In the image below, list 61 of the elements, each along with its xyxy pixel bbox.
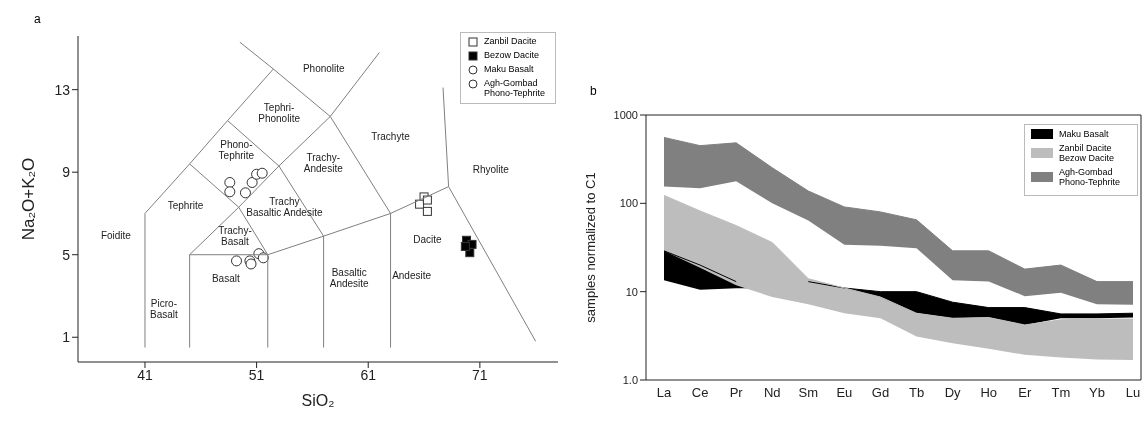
x-tick-label: Lu — [1125, 385, 1141, 401]
x-tick-label: Gd — [871, 385, 890, 401]
point — [460, 241, 470, 251]
point — [256, 167, 268, 179]
annotation: Basalt — [211, 272, 240, 284]
annotation: Trachy- Basalt — [218, 224, 252, 247]
annotation: Picro- Basalt — [150, 297, 179, 320]
annotation: Dacite — [413, 233, 443, 245]
x-tick-label: Ho — [980, 385, 997, 401]
x-tick-label: Pr — [729, 385, 744, 401]
annotation: Trachyte — [371, 130, 411, 142]
chart-title: a — [34, 12, 41, 26]
point — [239, 187, 251, 199]
annotation: Trachy Basaltic Andesite — [246, 195, 323, 218]
y-tick-label: 5 — [62, 246, 71, 263]
x-tick-label: Sm — [798, 385, 819, 401]
x-tick-label: Yb — [1088, 385, 1105, 401]
x-tick-label: Nd — [763, 385, 781, 401]
y-axis-title: Na₂O+K₂O — [19, 157, 39, 241]
y-tick-label: 13 — [54, 81, 71, 98]
legend-label: Agh-Gombad Phono-Tephrite — [1059, 167, 1121, 187]
x-tick-label: Tb — [908, 385, 925, 401]
x-tick-label: 61 — [360, 366, 377, 383]
annotation: Andesite — [392, 269, 432, 281]
point — [231, 255, 243, 267]
annotation: Foidite — [100, 230, 132, 242]
y-tick-label: 1000 — [613, 108, 638, 121]
point — [422, 206, 432, 216]
y-tick-label: 1.0 — [622, 373, 638, 386]
annotation: Rhyolite — [472, 163, 510, 175]
x-axis-title: SiO₂ — [301, 392, 335, 409]
legend-label: Zanbil Dacite — [484, 36, 537, 46]
y-tick-label: 10 — [625, 285, 638, 298]
y-axis-title: samples normalized to C1 — [582, 172, 598, 323]
y-tick-label: 1 — [62, 329, 71, 346]
x-tick-label: Ce — [691, 385, 709, 401]
annotation: Tephrite — [167, 199, 204, 211]
x-tick-label: Dy — [944, 385, 962, 401]
legend-label: Maku Basalt — [484, 64, 534, 74]
y-tick-label: 100 — [619, 197, 638, 210]
x-tick-label: Eu — [836, 385, 853, 401]
x-tick-label: Tm — [1051, 385, 1071, 401]
legend-label: Maku Basalt — [1059, 129, 1109, 139]
point — [246, 176, 258, 188]
annotation: Tephri- Phonolite — [258, 101, 301, 124]
annotation: Phono- Tephrite — [218, 138, 255, 161]
legend-label: Bezow Dacite — [484, 50, 540, 60]
x-tick-label: 71 — [472, 366, 488, 383]
x-tick-label: 51 — [248, 366, 265, 383]
y-tick-label: 9 — [62, 164, 71, 181]
x-tick-label: 41 — [137, 366, 153, 383]
annotation: Phonolite — [302, 62, 346, 74]
chart-title: b — [590, 84, 597, 98]
annotation: Trachy- Andesite — [303, 151, 344, 174]
legend-label: Zanbil Dacite Bezow Dacite — [1059, 143, 1115, 163]
annotation: Basaltic Andesite — [329, 267, 370, 290]
legend-label: Agh-Gombad Phono-Tephrite — [484, 78, 547, 98]
point — [224, 186, 236, 198]
x-tick-label: La — [656, 385, 672, 401]
x-tick-label: Er — [1018, 385, 1032, 401]
point — [224, 176, 236, 188]
